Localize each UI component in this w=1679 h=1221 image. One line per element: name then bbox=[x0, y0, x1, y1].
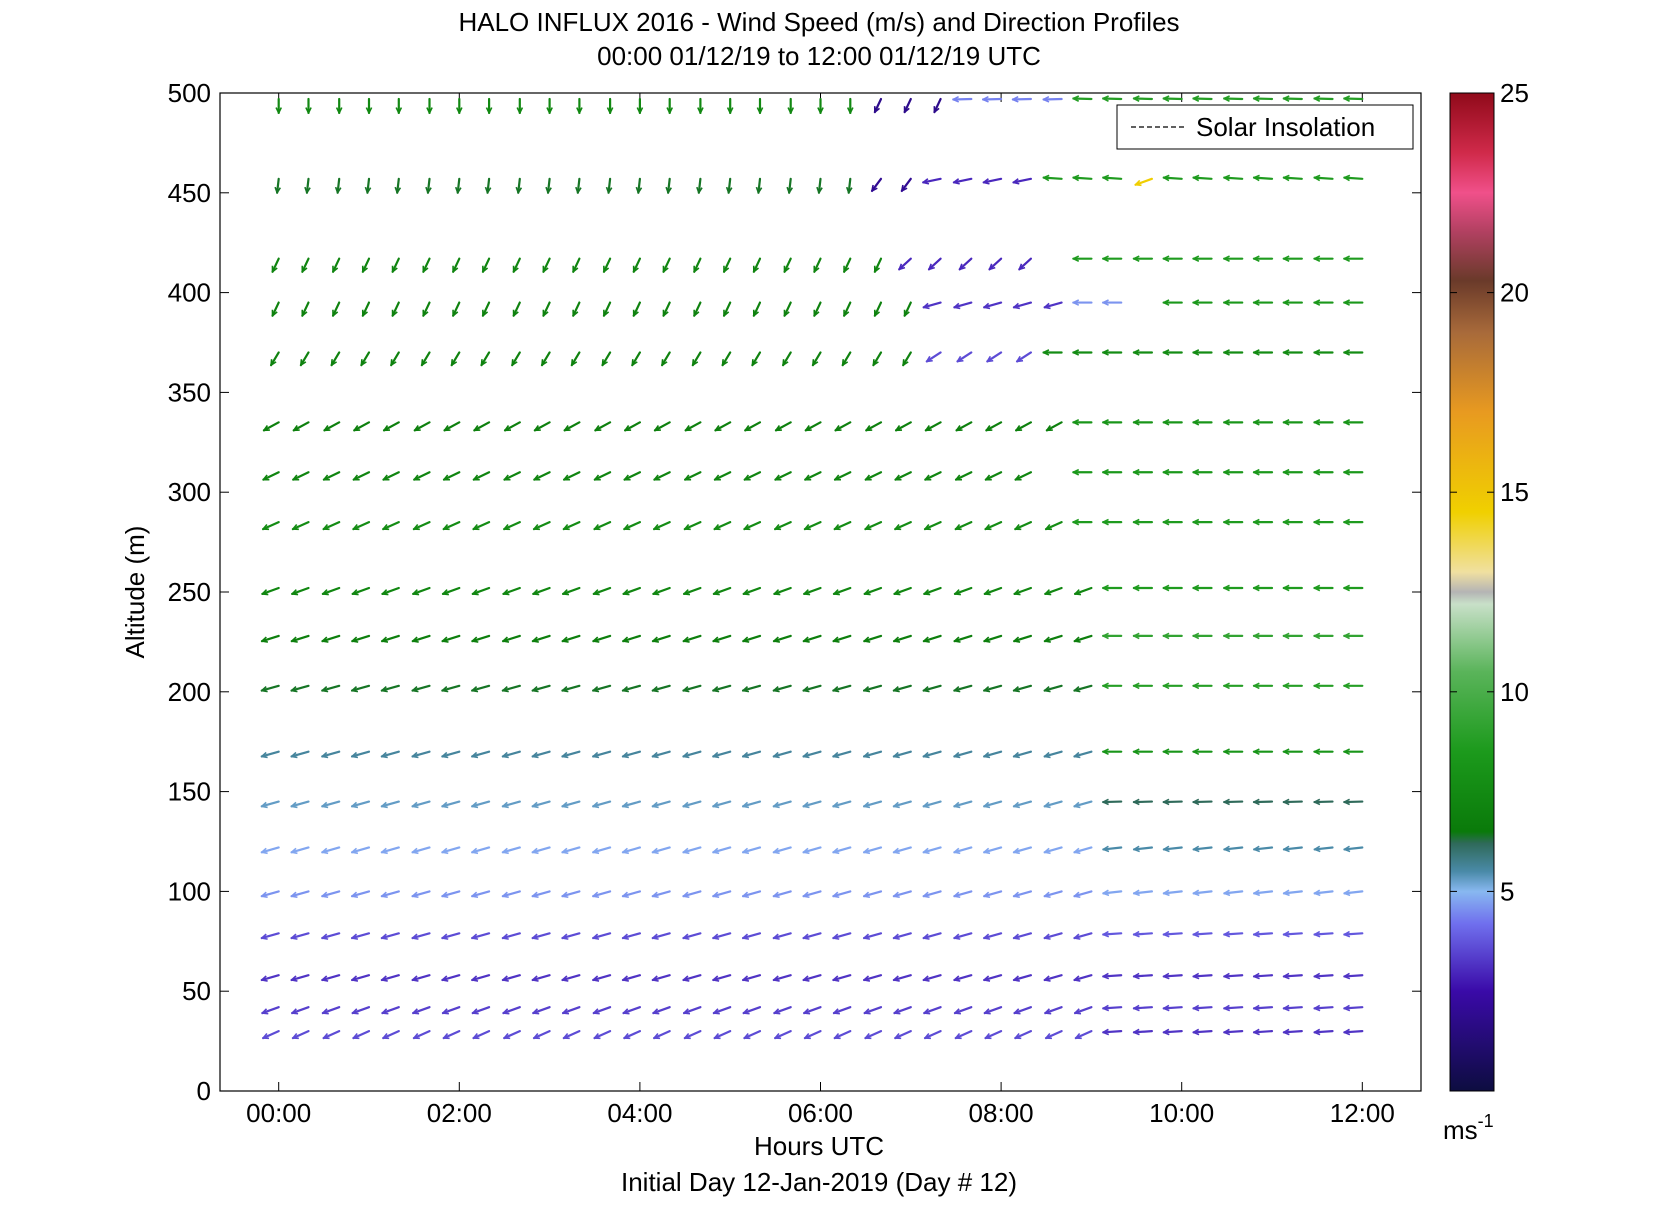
x-tick-label-4: 08:00 bbox=[969, 1098, 1034, 1128]
colorbar bbox=[1450, 93, 1494, 1091]
x-axis-label: Hours UTC bbox=[754, 1131, 884, 1161]
colorbar-tick-label-2: 15 bbox=[1500, 477, 1529, 507]
y-axis-label: Altitude (m) bbox=[120, 526, 150, 659]
colorbar-tick-label-0: 5 bbox=[1500, 876, 1514, 906]
x-tick-label-5: 10:00 bbox=[1149, 1098, 1214, 1128]
colorbar-tick-label-4: 25 bbox=[1500, 78, 1529, 108]
colorbar-tick-label-1: 10 bbox=[1500, 677, 1529, 707]
y-tick-label-6: 300 bbox=[168, 477, 211, 507]
y-tick-label-4: 200 bbox=[168, 677, 211, 707]
x-axis-sublabel: Initial Day 12-Jan-2019 (Day # 12) bbox=[621, 1167, 1017, 1197]
legend-label: Solar Insolation bbox=[1196, 112, 1375, 142]
colorbar-tick-label-3: 20 bbox=[1500, 278, 1529, 308]
x-tick-label-1: 02:00 bbox=[427, 1098, 492, 1128]
y-tick-label-3: 150 bbox=[168, 777, 211, 807]
x-tick-label-0: 00:00 bbox=[246, 1098, 311, 1128]
x-tick-label-3: 06:00 bbox=[788, 1098, 853, 1128]
legend: Solar Insolation bbox=[1117, 105, 1413, 149]
y-tick-label-2: 100 bbox=[168, 876, 211, 906]
colorbar-unit-exponent: -1 bbox=[1478, 1111, 1494, 1131]
plot-area bbox=[220, 93, 1421, 1091]
chart-subtitle: 00:00 01/12/19 to 12:00 01/12/19 UTC bbox=[597, 41, 1041, 71]
colorbar-unit-base: ms bbox=[1443, 1115, 1478, 1145]
colorbar-unit: ms-1 bbox=[1443, 1111, 1494, 1145]
x-tick-label-6: 12:00 bbox=[1330, 1098, 1395, 1128]
y-tick-label-7: 350 bbox=[168, 377, 211, 407]
x-tick-label-2: 04:00 bbox=[607, 1098, 672, 1128]
y-tick-label-8: 400 bbox=[168, 278, 211, 308]
y-tick-label-9: 450 bbox=[168, 178, 211, 208]
y-tick-label-5: 250 bbox=[168, 577, 211, 607]
y-tick-label-0: 0 bbox=[197, 1076, 211, 1106]
y-tick-label-10: 500 bbox=[168, 78, 211, 108]
y-tick-label-1: 50 bbox=[182, 976, 211, 1006]
chart-title: HALO INFLUX 2016 - Wind Speed (m/s) and … bbox=[458, 7, 1179, 37]
